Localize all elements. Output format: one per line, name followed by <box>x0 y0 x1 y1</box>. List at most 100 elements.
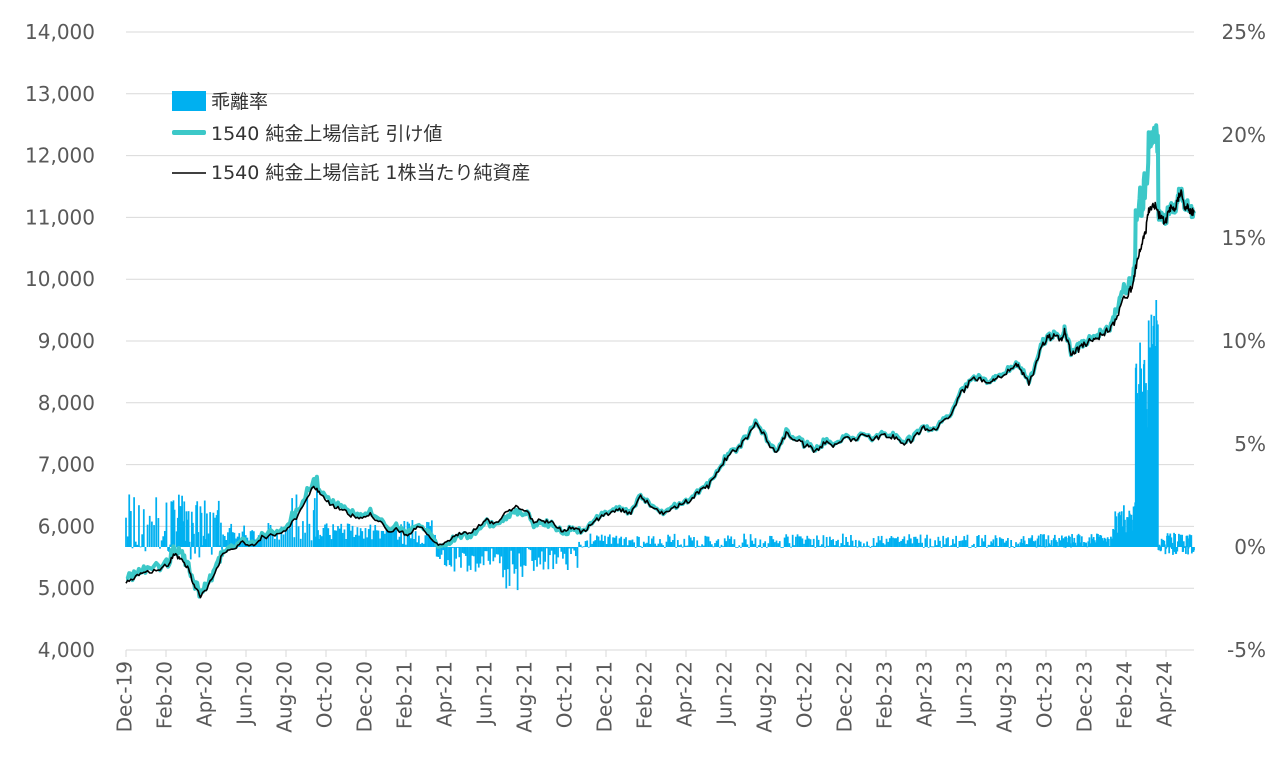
divergence-bar <box>683 538 686 547</box>
divergence-bar <box>725 541 728 547</box>
divergence-bar <box>1175 547 1178 554</box>
divergence-bar <box>387 528 390 547</box>
divergence-bar <box>1085 542 1087 547</box>
divergence-bar <box>799 536 802 547</box>
divergence-bar <box>233 532 236 547</box>
divergence-bar <box>613 537 616 547</box>
divergence-bar <box>1020 538 1023 547</box>
divergence-bar <box>278 539 281 547</box>
divergence-bar <box>562 547 564 559</box>
divergence-bar <box>1171 547 1173 550</box>
divergence-bar <box>719 546 721 548</box>
divergence-bar <box>181 495 183 547</box>
divergence-bar <box>694 547 697 548</box>
divergence-bar <box>893 538 896 547</box>
divergence-bar <box>778 541 781 547</box>
divergence-bar <box>930 546 933 548</box>
divergence-bar <box>990 541 993 547</box>
divergence-bar <box>1100 535 1103 547</box>
divergence-bar <box>1049 545 1052 547</box>
divergence-bar <box>950 545 953 547</box>
divergence-bar <box>607 536 610 547</box>
divergence-bar <box>626 545 629 547</box>
x-tick-label: Feb-24 <box>1113 661 1137 729</box>
divergence-bar <box>345 538 347 547</box>
divergence-bar <box>1030 537 1032 547</box>
divergence-bar <box>198 547 201 558</box>
divergence-bar <box>1183 547 1186 548</box>
divergence-bar <box>358 535 360 547</box>
divergence-bar <box>714 543 716 547</box>
divergence-bar <box>743 533 746 547</box>
divergence-bar <box>155 497 158 547</box>
x-tick-label: Dec-20 <box>353 661 377 732</box>
divergence-bar <box>921 542 924 547</box>
divergence-bar <box>833 545 836 547</box>
divergence-bar <box>511 547 514 565</box>
divergence-bar <box>1073 537 1076 547</box>
y-right-tick-label: 0% <box>1234 535 1266 559</box>
divergence-bar <box>964 540 967 547</box>
divergence-bar <box>276 531 278 547</box>
divergence-bar <box>578 541 580 547</box>
divergence-bar <box>866 541 868 547</box>
divergence-bar <box>816 535 818 547</box>
divergence-bar <box>338 528 341 547</box>
divergence-bar <box>835 541 838 547</box>
x-tick-label: Feb-21 <box>393 661 417 729</box>
divergence-bar <box>1018 546 1021 548</box>
divergence-bar <box>450 547 453 567</box>
divergence-bar <box>142 509 145 547</box>
divergence-bar <box>1039 534 1042 547</box>
divergence-bar <box>319 534 322 547</box>
divergence-bar <box>129 511 132 547</box>
divergence-bar <box>788 543 791 547</box>
divergence-bar <box>202 535 205 547</box>
divergence-bar <box>791 534 794 547</box>
divergence-bar <box>943 544 946 547</box>
divergence-bar <box>882 543 885 547</box>
divergence-bar <box>134 541 137 547</box>
divergence-bar <box>1106 537 1109 547</box>
divergence-bar <box>675 547 678 548</box>
divergence-bar <box>693 537 695 547</box>
divergence-bar <box>1003 542 1006 547</box>
divergence-bar <box>1037 535 1040 547</box>
divergence-bar <box>706 536 708 547</box>
divergence-bar <box>1015 542 1017 547</box>
divergence-bar <box>395 522 398 547</box>
divergence-bar <box>206 513 208 547</box>
divergence-bar <box>1077 533 1080 547</box>
divergence-bar <box>676 540 679 547</box>
divergence-bar <box>832 539 835 547</box>
divergence-bar <box>125 517 127 547</box>
divergence-bar <box>194 547 196 554</box>
divergence-bar <box>589 533 592 547</box>
divergence-bar <box>498 547 501 564</box>
divergence-bar <box>727 535 729 547</box>
divergence-bar <box>1182 547 1185 552</box>
divergence-bar <box>939 540 941 547</box>
divergence-bar <box>905 543 907 547</box>
divergence-bar <box>341 532 344 547</box>
divergence-bar <box>639 545 642 547</box>
divergence-bar <box>565 547 568 565</box>
divergence-bar <box>885 538 888 547</box>
divergence-bar <box>168 547 171 552</box>
divergence-bar <box>1179 534 1182 547</box>
divergence-bar <box>1120 511 1123 547</box>
divergence-bar <box>1045 539 1048 547</box>
divergence-bar <box>1121 526 1124 547</box>
divergence-bar <box>880 535 883 547</box>
divergence-bar <box>271 529 274 547</box>
divergence-bar <box>812 538 815 547</box>
x-tick-label: Dec-21 <box>593 661 617 732</box>
divergence-bar <box>159 547 161 549</box>
divergence-bar <box>689 537 692 547</box>
divergence-bar <box>227 532 229 547</box>
divergence-bar <box>172 500 175 547</box>
divergence-bar <box>752 543 755 547</box>
y-left-tick-label: 13,000 <box>25 82 95 106</box>
divergence-bar <box>223 535 226 547</box>
divergence-bar <box>1127 517 1130 547</box>
